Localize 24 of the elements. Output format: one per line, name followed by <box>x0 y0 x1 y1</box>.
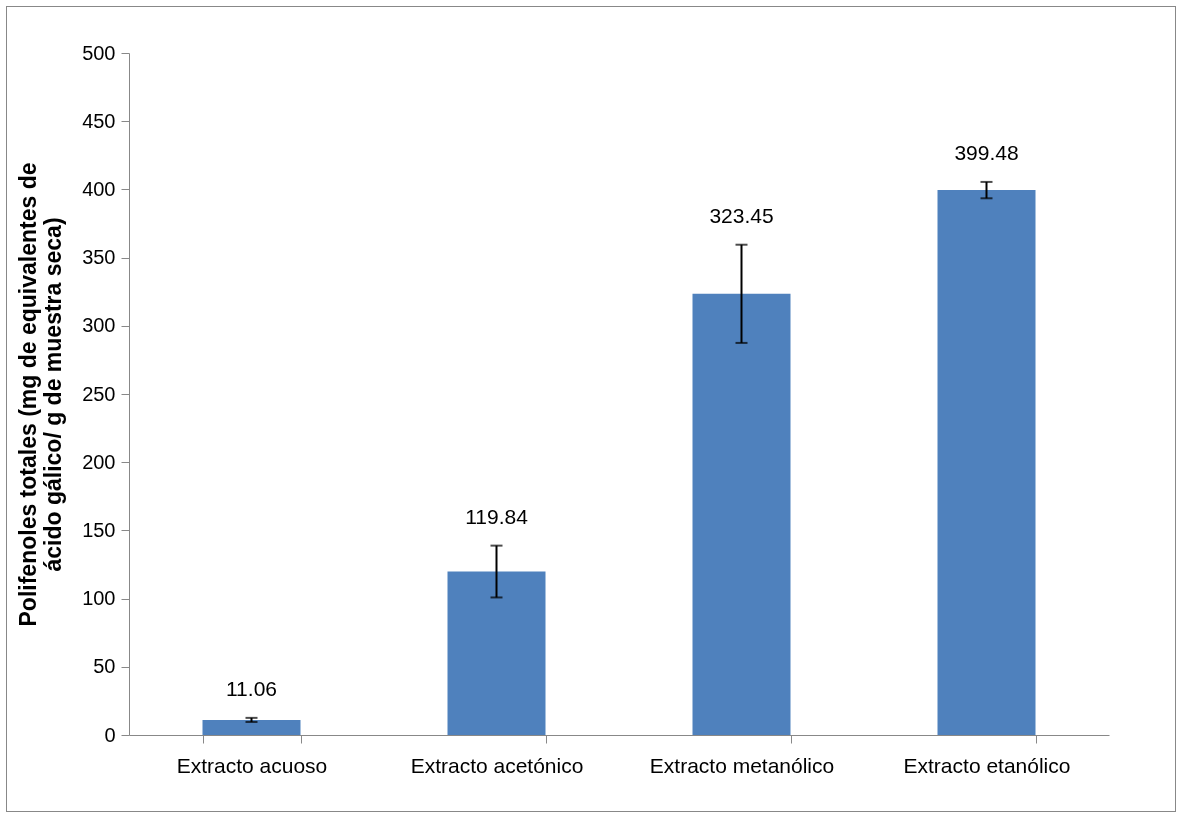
y-tick-label: 350 <box>82 246 116 269</box>
bar <box>937 190 1036 735</box>
data-label: 119.84 <box>465 504 529 528</box>
x-tick-label: Extracto etanólico <box>903 753 1071 777</box>
y-tick-label: 400 <box>82 177 116 200</box>
y-tick-label: 250 <box>82 382 116 405</box>
y-tick-label: 50 <box>93 655 116 678</box>
y-tick-label: 500 <box>82 41 116 64</box>
data-label: 323.45 <box>709 203 774 227</box>
y-tick-label: 200 <box>82 450 116 473</box>
x-tick-label: Extracto acuoso <box>176 753 328 777</box>
y-tick-label: 150 <box>82 518 116 541</box>
bar <box>692 293 791 735</box>
y-tick-label: 300 <box>82 314 116 337</box>
bar <box>447 571 546 735</box>
x-tick-label: Extracto acetónico <box>410 753 584 777</box>
x-tick-label: Extracto metanólico <box>649 753 835 777</box>
data-label: 11.06 <box>226 676 277 700</box>
y-axis-title: Polifenoles totales (mg de equivalentes de ácido gálico/ g de muestra seca) <box>15 162 67 627</box>
data-label: 399.48 <box>954 140 1019 164</box>
y-tick-label: 100 <box>82 587 116 610</box>
y-tick-label: 450 <box>82 109 116 132</box>
bar <box>202 719 301 735</box>
y-tick-label: 0 <box>104 723 116 746</box>
